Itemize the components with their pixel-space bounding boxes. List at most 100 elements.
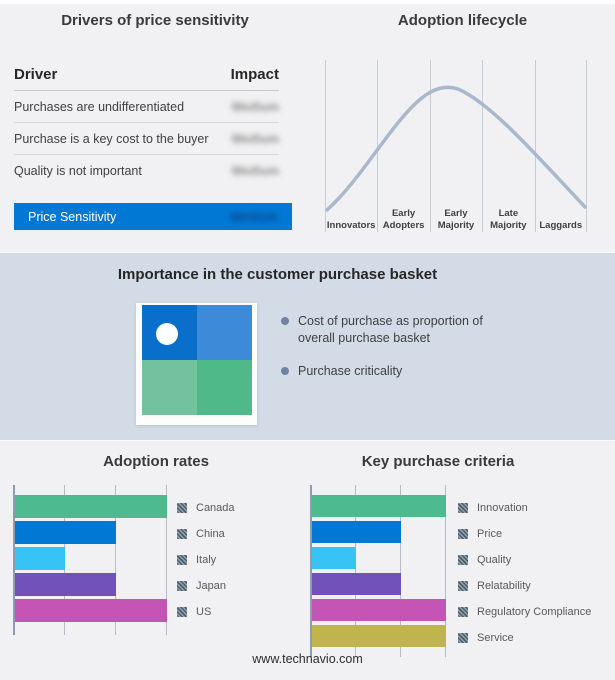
lifecycle-gridline <box>482 60 484 232</box>
bar-canada <box>15 495 167 518</box>
driver-label: Quality is not important <box>14 164 142 178</box>
hatched-square-icon <box>177 555 187 565</box>
column-header-impact: Impact <box>230 66 279 83</box>
hatched-square-icon <box>458 607 468 617</box>
hatched-square-icon <box>458 581 468 591</box>
lifecycle-gridline <box>377 60 379 232</box>
drivers-table-header: Driver Impact <box>14 66 279 91</box>
key-purchase-criteria-title: Key purchase criteria <box>361 453 515 470</box>
legend-item: Price <box>458 521 591 547</box>
x-gridline <box>166 485 167 635</box>
drivers-table-body: Purchases are undifferentiated Medium Pu… <box>14 91 279 187</box>
drivers-table: Driver Impact Purchases are undifferenti… <box>14 66 279 187</box>
legend-item: Regulatory Compliance <box>458 599 591 625</box>
adoption-rates-plot <box>13 485 169 635</box>
lifecycle-gridline <box>325 60 326 232</box>
adoption-rates-title: Adoption rates <box>103 453 209 470</box>
driver-label: Purchases are undifferentiated <box>14 99 185 114</box>
bar-us <box>15 599 167 622</box>
position-dot <box>156 323 178 345</box>
hatched-square-icon <box>458 633 468 643</box>
bell-curve <box>325 85 587 212</box>
lifecycle-panel-title: Adoption lifecycle <box>397 12 528 29</box>
bullet-text: Purchase criticality <box>298 363 403 378</box>
bullet-item: Cost of purchase as proportion of overal… <box>281 313 496 347</box>
x-gridline <box>445 485 446 657</box>
legend-label: Innovation <box>477 502 528 514</box>
adoption-lifecycle-chart: Innovators Early Adopters Early Majority La… <box>325 60 587 232</box>
quadrant-bottom-left <box>142 360 197 415</box>
highlight-row-label: Price Sensitivity <box>28 209 117 224</box>
stage-label: Innovators <box>326 219 376 231</box>
lifecycle-gridline <box>586 60 587 232</box>
quadrant-top-right <box>197 305 252 360</box>
bar-japan <box>15 573 116 596</box>
lifecycle-gridline <box>534 60 536 232</box>
legend-item: Innovation <box>458 495 591 521</box>
purchase-basket-panel: Importance in the customer purchase bask… <box>0 252 615 441</box>
stage-label: Late Majority <box>490 208 527 231</box>
driver-row: Purchase is a key cost to the buyer Medi… <box>14 123 279 155</box>
legend-label: Quality <box>477 554 512 566</box>
bullet-text: Cost of purchase as proportion of overal… <box>298 314 483 345</box>
bar-innovation <box>312 495 446 517</box>
lifecycle-gridline <box>429 60 431 232</box>
y-axis-line <box>310 485 312 657</box>
legend-label: Italy <box>196 554 217 566</box>
driver-label: Purchase is a key cost to the buyer <box>14 131 209 146</box>
adoption-rates-legend: Canada China Italy Japan US <box>177 495 235 625</box>
legend-item: Service <box>458 625 591 651</box>
bar-price <box>312 521 401 543</box>
bar-china <box>15 521 116 544</box>
stage-label: Laggards <box>539 219 583 231</box>
bottom-section: Adoption rates Key purchase criteria Can… <box>0 441 615 680</box>
legend-item: Canada <box>177 495 235 521</box>
hatched-square-icon <box>458 503 468 513</box>
legend-label: Service <box>477 632 514 644</box>
stage-label: Early Adopters <box>382 208 425 231</box>
legend-label: Regulatory Compliance <box>477 606 592 618</box>
hatched-square-icon <box>177 581 187 591</box>
bullet-dot-icon <box>281 317 289 325</box>
impact-value-redacted: Medium <box>231 131 279 146</box>
bar-relatability <box>312 573 401 595</box>
legend-label: Canada <box>196 502 235 514</box>
x-gridline <box>400 485 401 657</box>
bar-italy <box>15 547 65 570</box>
x-gridline <box>355 485 356 657</box>
impact-value-redacted: Medium <box>231 164 279 178</box>
quadrant-bottom-right <box>197 360 252 415</box>
legend-item: Italy <box>177 547 235 573</box>
key-purchase-criteria-legend: Innovation Price Quality Relatability Re… <box>458 495 591 651</box>
stage-labels: Innovators Early Adopters Early Majority La… <box>325 208 587 232</box>
driver-row: Quality is not important Medium <box>14 155 279 187</box>
quadrant-sheet <box>136 303 257 425</box>
legend-item: Quality <box>458 547 591 573</box>
legend-label: Japan <box>196 580 226 592</box>
bar-regulatory-compliance <box>312 599 446 621</box>
x-gridline <box>115 485 116 635</box>
driver-row: Purchases are undifferentiated Medium <box>14 91 279 123</box>
legend-label: China <box>196 528 225 540</box>
hatched-square-icon <box>177 503 187 513</box>
legend-item: US <box>177 599 235 625</box>
bullet-item: Purchase criticality <box>281 363 496 380</box>
quadrant-top-left <box>142 305 197 360</box>
column-header-driver: Driver <box>14 66 58 83</box>
technavio-url[interactable]: www.technavio.com <box>252 652 363 666</box>
legend-label: Price <box>477 528 503 540</box>
hatched-square-icon <box>458 555 468 565</box>
y-axis-line <box>13 485 15 635</box>
stage-label: Early Majority <box>437 208 475 231</box>
impact-value-redacted: Medium <box>231 99 279 114</box>
legend-item: Relatability <box>458 573 591 599</box>
price-sensitivity-highlight-row: Price Sensitivity Medium <box>14 203 292 230</box>
hatched-square-icon <box>177 529 187 539</box>
key-purchase-criteria-plot <box>310 485 448 657</box>
highlight-impact-value-redacted: Medium <box>230 209 278 224</box>
legend-item: China <box>177 521 235 547</box>
bullet-dot-icon <box>281 366 289 375</box>
basket-panel-title: Importance in the customer purchase bask… <box>117 266 438 283</box>
hatched-square-icon <box>458 529 468 539</box>
quadrant-matrix <box>142 305 252 415</box>
